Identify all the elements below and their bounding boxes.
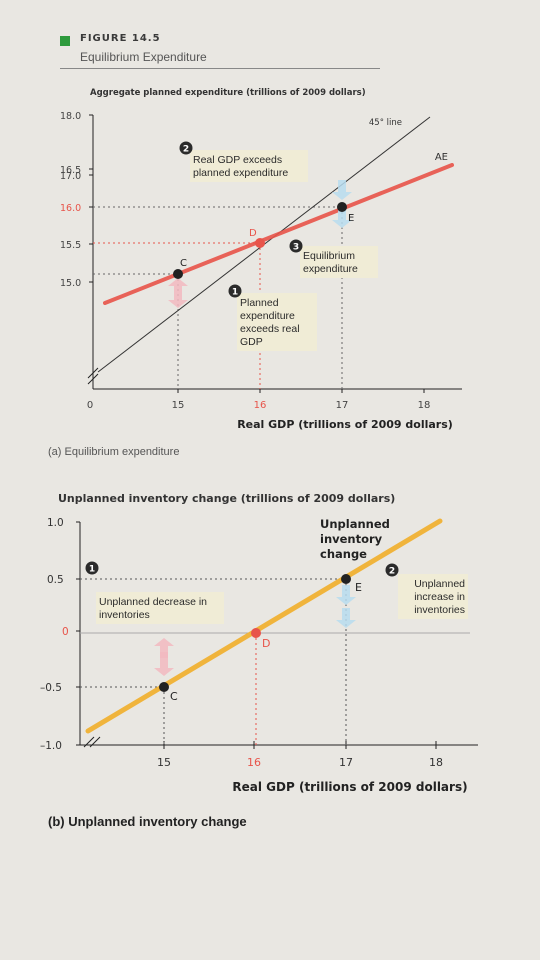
panel-b-point-d <box>251 628 261 638</box>
panel-b-point-c <box>159 682 169 692</box>
panel-b-annotation-2-line: inventories <box>414 604 465 616</box>
panel-a-x-tick-label: 17 <box>336 400 349 411</box>
caption-panel-b: (b) Unplanned inventory change <box>48 814 247 829</box>
panel-a-annotation-2-line: planned expenditure <box>193 167 288 179</box>
panel-a-point-e-label: E <box>348 213 354 224</box>
panel-b-arrow-down-c <box>154 652 174 676</box>
figure-number: FIGURE 14.5 <box>80 33 161 44</box>
title-divider <box>60 68 380 69</box>
panel-a-annotation-3-box <box>300 246 378 278</box>
panel-b-xlabel: Real GDP (trillions of 2009 dollars) <box>232 780 467 794</box>
panel-b-annotation-1-line: Unplanned decrease in <box>99 596 207 608</box>
panel-a-annotation-1-line: expenditure <box>240 310 295 322</box>
panel-a-arrow-up-e <box>332 206 352 228</box>
panel-b-badge-2-number: 2 <box>389 567 395 577</box>
panel-b-inventory-line <box>85 518 443 734</box>
panel-b-arrow-down-e <box>336 585 356 605</box>
panel-a-y-tick-label: 17.0 <box>60 171 81 182</box>
panel-b-axis-break <box>83 736 101 748</box>
panel-a-point-e <box>337 202 347 212</box>
panel-b-series-label-3: change <box>320 547 367 561</box>
figure-title: Equilibrium Expenditure <box>80 50 207 64</box>
panel-a-arrow-down-e <box>332 180 352 200</box>
panel-a-y-tick-label: 16.5 <box>60 165 81 176</box>
panel-b-y-tick-label: –0.5 <box>40 682 62 694</box>
panel-a-badge-3 <box>289 239 303 253</box>
panel-a-arrow-down-c <box>168 292 188 308</box>
figure-marker <box>60 36 70 46</box>
panel-a-annotation-2-box <box>190 150 308 182</box>
panel-a-annotation-3-line: Equilibrium <box>303 250 355 262</box>
panel-a-badge-2 <box>179 141 193 155</box>
panel-a-annotation-1-line: exceeds real <box>240 323 300 335</box>
panel-b-annotation-2-box <box>398 574 468 619</box>
panel-b-arrow-up-e <box>336 608 356 628</box>
panel-a-x-tick-label: 18 <box>418 400 431 411</box>
panel-a-arrow-up-c <box>168 278 188 292</box>
panel-b-annotation-2-line: increase in <box>414 591 465 603</box>
panel-a-annotation-1-line: GDP <box>240 336 263 348</box>
panel-a-ylabel: Aggregate planned expenditure (trillions… <box>90 88 366 98</box>
panel-a-point-d-label: D <box>249 228 257 239</box>
panel-b-ylabel: Unplanned inventory change (trillions of… <box>58 492 395 505</box>
panel-b-arrow-up-c <box>154 638 174 658</box>
panel-b-badge-1 <box>85 561 99 575</box>
panel-b-annotation-1-line: inventories <box>99 609 150 621</box>
panel-b-badge-2 <box>385 563 399 577</box>
panel-b-series-label-1: Unplanned <box>320 517 390 531</box>
panel-a-45-label: 45° line <box>369 118 402 128</box>
panel-a-badge-1 <box>228 284 242 298</box>
panel-b-point-e <box>341 574 351 584</box>
panel-a-y-tick-label: 15.5 <box>60 240 81 251</box>
panel-b-point-c-label: C <box>170 690 178 703</box>
panel-b-x-tick-label: 18 <box>429 756 443 769</box>
panel-b-badge-1-number: 1 <box>89 565 95 575</box>
panel-a-x-tick-label: 0 <box>87 400 93 411</box>
panel-a-annotation-1-line: Planned <box>240 297 279 309</box>
panel-b-series-label-2: inventory <box>320 532 383 546</box>
caption-panel-a: (a) Equilibrium expenditure <box>48 446 180 458</box>
panel-b-y-tick-label: 0.5 <box>47 574 64 586</box>
panel-a-ae-label: AE <box>435 152 448 163</box>
panel-b-y-tick-label: 0 <box>62 626 69 638</box>
panel-a-point-c <box>173 269 183 279</box>
panel-a-y-tick-label: 18.0 <box>60 111 81 122</box>
panel-a-badge-2-number: 2 <box>183 145 189 155</box>
panel-b-y-tick-label: 1.0 <box>47 517 64 529</box>
panel-a-x-tick-label: 16 <box>254 400 267 411</box>
panel-b-annotation-2-line: Unplanned <box>414 578 465 590</box>
panel-b-y-tick-label: –1.0 <box>40 740 62 752</box>
panel-a-xlabel: Real GDP (trillions of 2009 dollars) <box>237 418 453 431</box>
panel-a-annotation-3-line: expenditure <box>303 263 358 275</box>
panel-a-x-tick-label: 15 <box>172 400 185 411</box>
panel-a-y-tick-label: 15.0 <box>60 278 81 289</box>
panel-b-x-tick-label: 16 <box>247 756 261 769</box>
panel-b-x-tick-label: 17 <box>339 756 353 769</box>
panel-b-point-d-label: D <box>262 637 270 650</box>
panel-b-point-e-label: E <box>355 581 362 594</box>
panel-a-annotation-2-line: Real GDP exceeds <box>193 154 282 166</box>
panel-a-point-d <box>255 238 265 248</box>
panel-a-axis-break <box>87 367 99 385</box>
panel-a-badge-1-number: 1 <box>232 288 238 298</box>
panel-b-annotation-1-box <box>96 592 224 624</box>
panel-b-x-tick-label: 15 <box>157 756 171 769</box>
panel-a-badge-3-number: 3 <box>293 243 299 253</box>
panel-a-y-tick-label: 16.0 <box>60 203 81 214</box>
panel-a-point-c-label: C <box>180 258 187 269</box>
panel-a-annotation-1-box <box>237 293 317 351</box>
panel-a-ae-line <box>103 163 454 305</box>
